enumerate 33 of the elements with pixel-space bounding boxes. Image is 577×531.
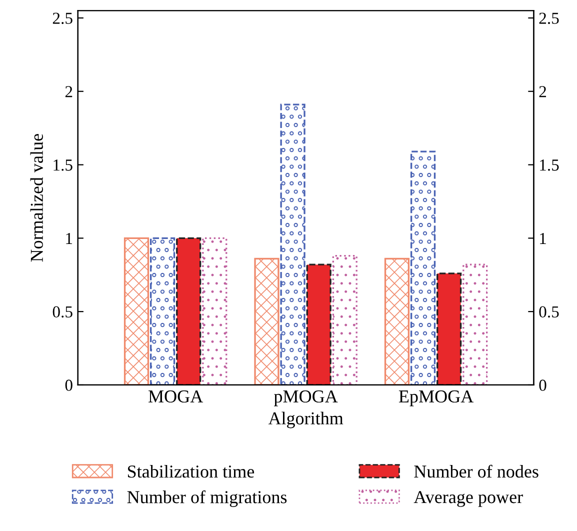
y2-tick-label: 2.5 (539, 12, 559, 24)
legend-label: Number of migrations (127, 490, 287, 507)
y2-tick-label: 2 (539, 86, 546, 98)
bar (436, 272, 462, 385)
x-tick-label: pMOGA (274, 390, 338, 406)
y-tick-label: 0.5 (52, 306, 72, 318)
bar (202, 237, 228, 385)
y-tick-label: 1 (66, 232, 72, 244)
bar (384, 258, 410, 385)
y2-tick-label: 0.5 (539, 306, 559, 318)
y-axis-title: Normalized value (30, 134, 43, 262)
y2-tick-label: 1 (540, 232, 546, 244)
y-tick-label: 1.5 (54, 160, 72, 171)
bar (280, 104, 306, 385)
legend-label: Stabilization time (128, 464, 254, 478)
bar (306, 264, 332, 385)
bar (254, 258, 280, 385)
bar (124, 237, 150, 385)
legend-label: Average power (414, 491, 523, 507)
y-tick-label: 2 (65, 86, 72, 98)
y2-tick-label: 0 (539, 380, 546, 391)
y-tick-label: 0 (65, 380, 72, 391)
bar (176, 237, 202, 385)
bar (462, 264, 488, 385)
x-tick-label: MOGA (148, 390, 204, 403)
y-tick-label: 2.5 (52, 12, 72, 24)
bar (410, 150, 436, 385)
bar (332, 254, 358, 385)
x-tick-label: EpMOGA (398, 390, 474, 406)
bar (150, 237, 176, 385)
x-axis-title: Algorithm (268, 412, 344, 428)
legend-label: Number of nodes (414, 464, 538, 478)
y2-tick-label: 1.5 (540, 160, 559, 171)
